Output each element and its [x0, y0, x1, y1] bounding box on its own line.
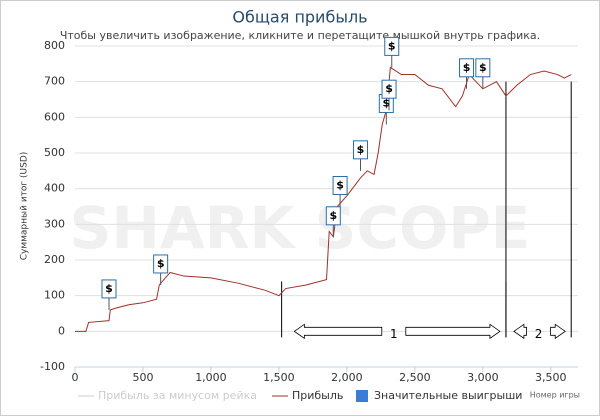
- win-marker[interactable]: [101, 279, 117, 299]
- win-marker-label: $: [388, 39, 396, 52]
- arrow: [293, 323, 383, 340]
- y-tick-label: 500: [44, 146, 65, 159]
- arrow: [405, 323, 501, 340]
- arrow: [550, 323, 566, 340]
- arrow: [513, 323, 527, 340]
- win-marker-label: $: [157, 257, 165, 270]
- x-axis-label: Номер игры: [530, 391, 580, 400]
- win-marker-label: $: [463, 61, 471, 74]
- win-marker[interactable]: [475, 58, 491, 78]
- win-marker-label: $: [357, 143, 365, 156]
- x-tick-label: 0: [72, 371, 79, 384]
- annotation-label: 1: [390, 327, 398, 341]
- x-tick-label: 2,500: [399, 371, 431, 384]
- legend-label[interactable]: Значительные выигрыши: [374, 389, 522, 402]
- x-tick-label: 3,000: [467, 371, 499, 384]
- win-marker-label: $: [336, 179, 344, 192]
- chart-subtitle: Чтобы увеличить изображение, кликните и …: [60, 29, 540, 42]
- y-tick-label: 600: [44, 110, 65, 123]
- y-tick-label: 800: [44, 39, 65, 52]
- y-tick-label: 0: [58, 324, 65, 337]
- x-tick-label: 1,500: [263, 371, 295, 384]
- win-marker[interactable]: [352, 140, 368, 160]
- x-tick-label: 2,000: [331, 371, 363, 384]
- win-marker-label: $: [385, 82, 393, 95]
- win-marker[interactable]: [325, 206, 341, 226]
- win-marker[interactable]: [384, 36, 400, 56]
- x-tick-label: 500: [132, 371, 153, 384]
- win-marker[interactable]: [459, 58, 475, 78]
- y-tick-label: -100: [40, 360, 65, 373]
- win-marker[interactable]: [332, 176, 348, 195]
- chart-title: Общая прибыль: [232, 8, 367, 27]
- annotation-label: 2: [535, 327, 543, 341]
- y-tick-label: 700: [44, 75, 65, 88]
- legend-label[interactable]: Прибыль: [292, 389, 343, 402]
- y-tick-label: 200: [44, 253, 65, 266]
- y-tick-label: 400: [44, 182, 65, 195]
- profit-line: [75, 66, 572, 332]
- y-tick-label: 100: [44, 289, 65, 302]
- y-tick-label: 300: [44, 217, 65, 230]
- watermark: SHARK SCOPE: [70, 194, 531, 262]
- win-marker-label: $: [479, 61, 487, 74]
- win-marker-label: $: [382, 96, 390, 109]
- y-axis-label: Суммарный итог (USD): [20, 152, 30, 261]
- legend-swatch: [356, 390, 368, 402]
- win-marker[interactable]: [381, 79, 397, 99]
- win-marker[interactable]: [153, 254, 169, 274]
- win-marker-label: $: [329, 209, 337, 222]
- x-tick-label: 1,000: [195, 371, 227, 384]
- legend-label[interactable]: Прибыль за минусом рейка: [98, 389, 257, 402]
- x-tick-label: 3,500: [535, 371, 567, 384]
- win-marker-label: $: [105, 282, 113, 295]
